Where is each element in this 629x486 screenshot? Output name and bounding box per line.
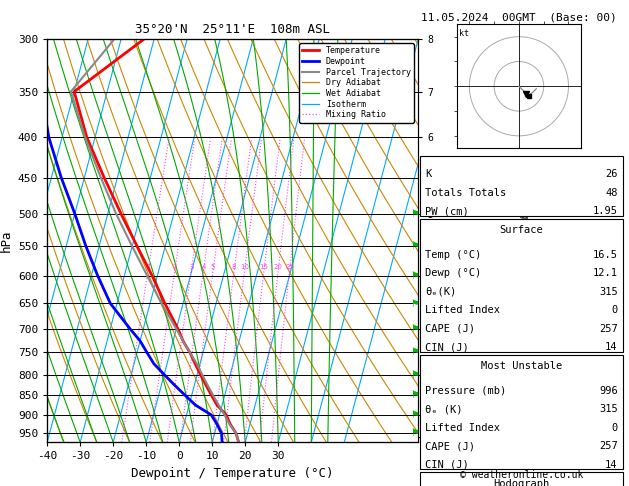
X-axis label: Dewpoint / Temperature (°C): Dewpoint / Temperature (°C) (131, 467, 334, 480)
Text: 4: 4 (201, 264, 206, 270)
Text: 0: 0 (611, 305, 618, 315)
Text: θₑ(K): θₑ(K) (425, 287, 457, 297)
Text: 14: 14 (605, 342, 618, 352)
Text: 996: 996 (599, 386, 618, 396)
Text: 10: 10 (240, 264, 249, 270)
Text: 11.05.2024  00GMT  (Base: 00): 11.05.2024 00GMT (Base: 00) (421, 12, 617, 22)
Text: Dewp (°C): Dewp (°C) (425, 268, 481, 278)
Text: kt: kt (459, 29, 469, 38)
Text: 1.95: 1.95 (593, 206, 618, 216)
Text: Most Unstable: Most Unstable (481, 361, 562, 371)
Text: 12.1: 12.1 (593, 268, 618, 278)
Text: Surface: Surface (499, 225, 543, 235)
Text: Lifted Index: Lifted Index (425, 305, 500, 315)
Y-axis label: Mixing Ratio (g/kg): Mixing Ratio (g/kg) (520, 181, 530, 300)
Text: θₑ (K): θₑ (K) (425, 404, 463, 415)
Text: ⚑: ⚑ (411, 347, 420, 358)
Text: © weatheronline.co.uk: © weatheronline.co.uk (460, 470, 583, 480)
Text: Pressure (mb): Pressure (mb) (425, 386, 506, 396)
Text: ⚑: ⚑ (411, 271, 420, 281)
Y-axis label: hPa: hPa (0, 229, 13, 252)
Text: Temp (°C): Temp (°C) (425, 250, 481, 260)
Text: 3: 3 (189, 264, 194, 270)
Text: ⚑: ⚑ (411, 208, 420, 219)
Legend: Temperature, Dewpoint, Parcel Trajectory, Dry Adiabat, Wet Adiabat, Isotherm, Mi: Temperature, Dewpoint, Parcel Trajectory… (299, 43, 414, 122)
Text: 14: 14 (605, 460, 618, 470)
Text: ⚑: ⚑ (411, 324, 420, 334)
Text: Lifted Index: Lifted Index (425, 423, 500, 433)
Y-axis label: km
ASL: km ASL (455, 230, 473, 251)
Text: PW (cm): PW (cm) (425, 206, 469, 216)
Text: CAPE (J): CAPE (J) (425, 441, 475, 451)
Text: CIN (J): CIN (J) (425, 342, 469, 352)
Text: ⚑: ⚑ (411, 369, 420, 380)
Text: 8: 8 (232, 264, 237, 270)
Text: ⚑: ⚑ (411, 390, 420, 400)
Text: 15: 15 (260, 264, 269, 270)
Text: Hodograph: Hodograph (493, 479, 550, 486)
Text: K: K (425, 169, 431, 179)
Text: CAPE (J): CAPE (J) (425, 324, 475, 334)
Text: 0: 0 (611, 423, 618, 433)
Text: 257: 257 (599, 324, 618, 334)
Text: 315: 315 (599, 404, 618, 415)
Text: 257: 257 (599, 441, 618, 451)
Text: Totals Totals: Totals Totals (425, 188, 506, 198)
Text: 20: 20 (274, 264, 282, 270)
Text: 16.5: 16.5 (593, 250, 618, 260)
Text: ⚑: ⚑ (411, 410, 420, 420)
Text: CIN (J): CIN (J) (425, 460, 469, 470)
Text: 1: 1 (146, 264, 150, 270)
Text: ⚑: ⚑ (411, 298, 420, 309)
Text: 5: 5 (211, 264, 215, 270)
Text: 25: 25 (285, 264, 294, 270)
Text: 26: 26 (605, 169, 618, 179)
Text: ⚑: ⚑ (411, 242, 420, 251)
Text: 48: 48 (605, 188, 618, 198)
Title: 35°20'N  25°11'E  108m ASL: 35°20'N 25°11'E 108m ASL (135, 23, 330, 36)
Text: 315: 315 (599, 287, 618, 297)
Text: ⚑: ⚑ (411, 428, 420, 438)
Text: 2: 2 (172, 264, 177, 270)
